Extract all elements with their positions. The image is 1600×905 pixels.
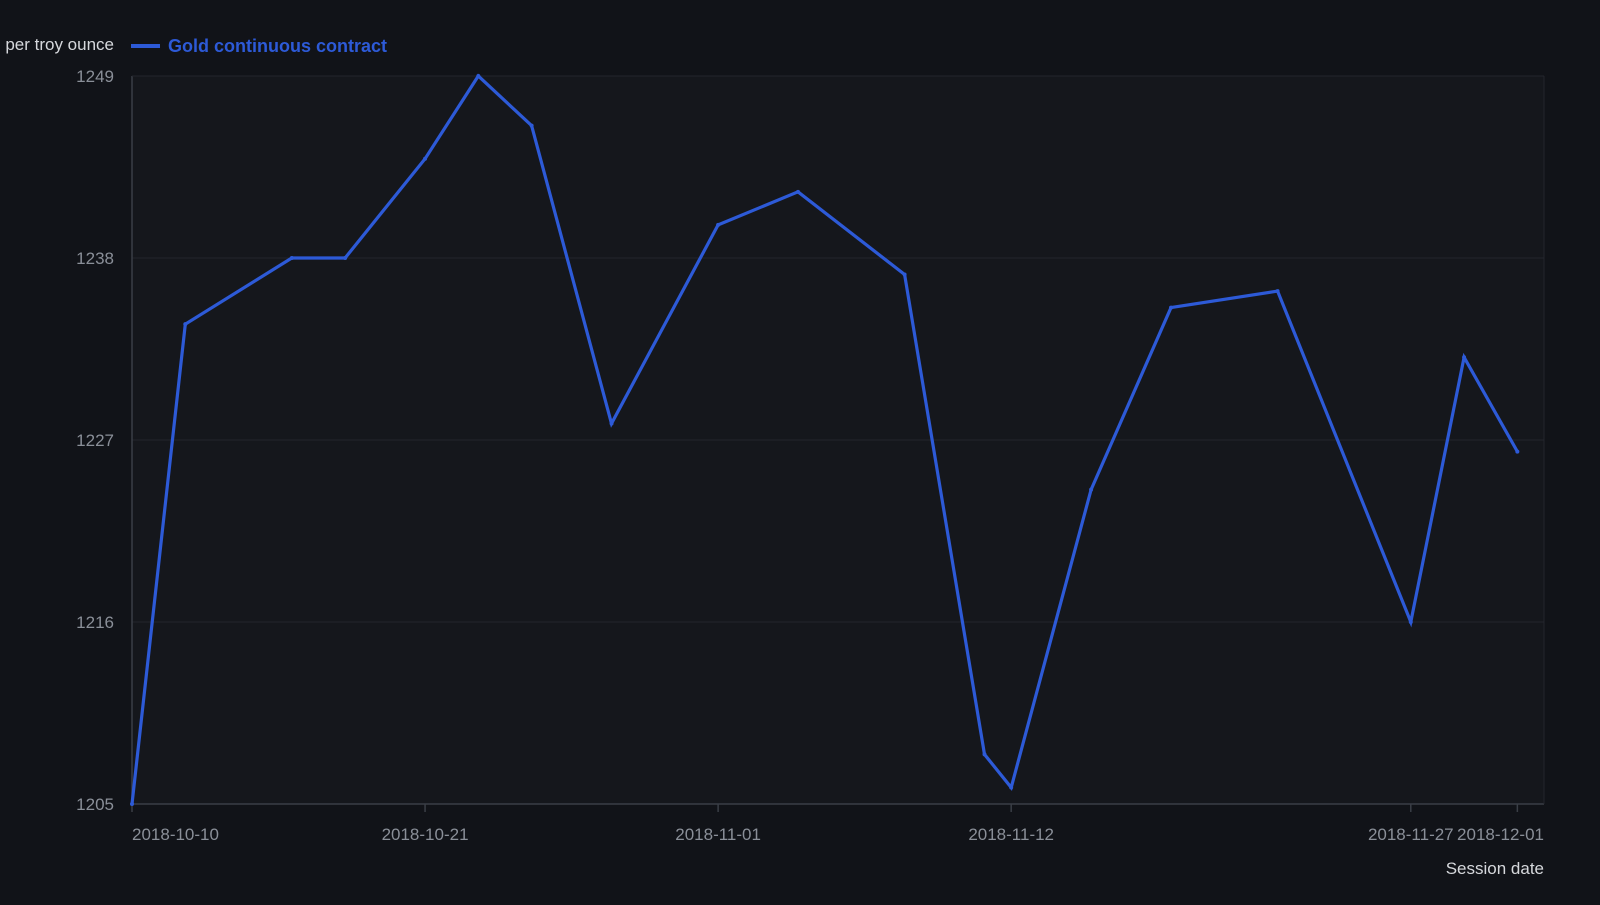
data-point[interactable] xyxy=(1275,289,1280,294)
data-point[interactable] xyxy=(130,802,134,806)
y-tick-label: 1249 xyxy=(76,67,114,86)
x-tick-label: 2018-11-01 xyxy=(675,825,761,844)
data-point[interactable] xyxy=(716,222,721,227)
data-point[interactable] xyxy=(183,322,188,327)
y-tick-label: 1205 xyxy=(76,795,114,814)
data-point[interactable] xyxy=(423,156,428,161)
x-tick-labels: 2018-10-10 2018-10-21 2018-11-01 2018-11-12… xyxy=(132,825,1544,844)
y-tick-label: 1238 xyxy=(76,249,114,268)
data-point[interactable] xyxy=(982,752,987,757)
x-tick-label: 2018-10-21 xyxy=(382,825,469,844)
data-point[interactable] xyxy=(1009,785,1014,790)
y-tick-label: 1227 xyxy=(76,431,114,450)
series-layer xyxy=(130,73,1520,806)
axes xyxy=(131,75,1545,812)
legend[interactable]: per troy ounce Gold continuous contract xyxy=(5,35,387,56)
plot-area xyxy=(130,73,1545,812)
y-tick-labels: 1205 1216 1227 1238 1249 xyxy=(76,67,114,814)
x-axis-label: Session date xyxy=(1446,859,1544,878)
data-point[interactable] xyxy=(1408,620,1413,624)
data-point[interactable] xyxy=(1089,487,1094,492)
y-axis-label: per troy ounce xyxy=(5,35,114,54)
data-point[interactable] xyxy=(902,272,907,277)
data-point[interactable] xyxy=(1462,355,1467,360)
data-point[interactable] xyxy=(609,421,614,426)
data-point[interactable] xyxy=(343,256,348,260)
data-point[interactable] xyxy=(1169,305,1174,310)
legend-label[interactable]: Gold continuous contract xyxy=(168,36,387,56)
data-point[interactable] xyxy=(529,123,534,128)
data-point[interactable] xyxy=(289,256,294,260)
data-point[interactable] xyxy=(476,74,481,78)
data-point[interactable] xyxy=(1515,449,1520,454)
x-tick-label: 2018-11-12 xyxy=(968,825,1054,844)
x-tick-label: 2018-10-10 xyxy=(132,825,219,844)
x-tick-label: 2018-11-27 xyxy=(1368,825,1454,844)
data-point[interactable] xyxy=(796,189,801,194)
y-tick-label: 1216 xyxy=(76,613,114,632)
x-tick-label: 2018-12-01 xyxy=(1457,825,1544,844)
